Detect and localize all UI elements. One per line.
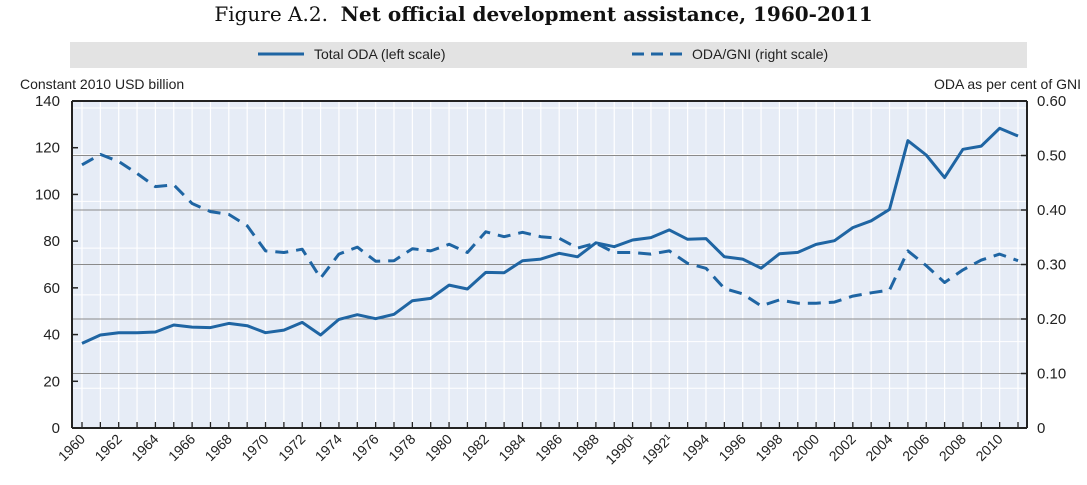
y-left-tick-label: 100 [35,186,60,203]
y-right-tick-label: 0.10 [1037,366,1066,383]
x-tick-label: 1990¹ [602,431,639,468]
series-line-oda-gni [81,152,1019,308]
y-left-tick-label: 60 [43,280,60,297]
figure-number: Figure A.2. [214,2,328,26]
title-text: Net official development assistance, 196… [340,2,873,26]
y-right-tick-label: 0.40 [1037,202,1066,219]
legend-dashed-line-icon [632,52,682,56]
x-tick-label: 1980 [422,431,455,464]
y-left-tick-label: 120 [35,140,60,157]
legend: Total ODA (left scale) ODA/GNI (right sc… [70,42,1027,68]
y-right-tick-label: 0.30 [1037,257,1066,274]
x-tick-label: 1962 [91,431,124,464]
x-tick-label: 1972 [275,431,308,464]
y-axis-left-title: Constant 2010 USD billion [20,76,185,92]
y-right-tick-label: 0.50 [1037,148,1066,165]
y-right-tick-label: 0.20 [1037,311,1066,328]
y-left-tick-label: 20 [43,373,60,390]
y-right-tick-label: 0.60 [1037,93,1066,110]
x-tick-label: 1970 [238,431,271,464]
y-axis-right-title: ODA as per cent of GNI [933,76,1081,92]
legend-label: ODA/GNI (right scale) [692,46,829,62]
x-tick-label: 2010 [972,431,1005,464]
x-tick-label: 1974 [312,431,345,464]
x-tick-label: 2000 [789,431,822,464]
x-tick-label: 2002 [826,431,859,464]
y-left-tick-label: 40 [43,327,60,344]
x-tick-label: 1994 [679,431,712,464]
series-line-total-oda [81,126,1019,345]
x-tick-label: 2006 [899,431,932,464]
legend-label: Total ODA (left scale) [314,46,446,62]
x-tick-label: 1986 [532,431,565,464]
x-tick-label: 1984 [495,431,528,464]
legend-item-total-oda: Total ODA (left scale) [258,46,446,62]
legend-item-oda-gni: ODA/GNI (right scale) [632,46,828,62]
x-tick-label: 1964 [128,431,161,464]
x-tick-label: 2004 [862,431,895,464]
x-tick-label: 1978 [385,431,418,464]
x-tick-label: 1968 [202,431,235,464]
x-tick-label: 1982 [459,431,492,464]
y-left-tick-label: 140 [35,93,60,110]
y-left-tick-label: 80 [43,233,60,250]
x-tick-label: 1976 [348,431,381,464]
x-tick-label: 1992¹ [639,431,676,468]
chart-title: Figure A.2. Net official development ass… [0,2,1087,26]
x-tick-label: 1998 [752,431,785,464]
y-left-tick-label: 0 [52,420,60,437]
y-right-tick-label: 0 [1037,420,1045,437]
x-tick-label: 1966 [165,431,198,464]
x-tick-label: 1988 [569,431,602,464]
x-tick-label: 1996 [715,431,748,464]
legend-solid-line-icon [258,52,304,56]
x-tick-label: 2008 [936,431,969,464]
